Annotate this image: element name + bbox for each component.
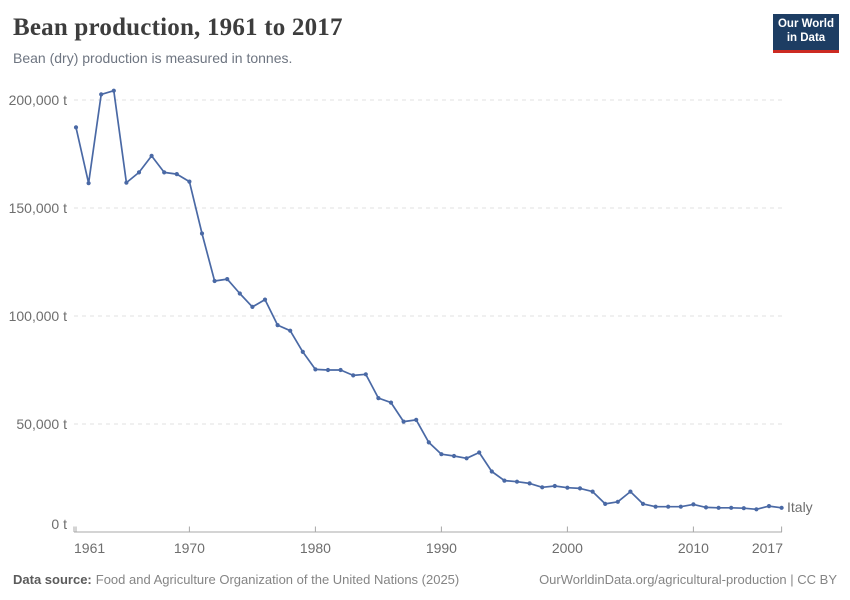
y-tick-label: 150,000 t xyxy=(9,200,67,216)
data-point xyxy=(300,349,305,354)
data-point xyxy=(388,400,394,405)
data-point xyxy=(703,505,709,510)
data-point xyxy=(225,277,230,282)
x-tick-label: 1961 xyxy=(74,540,105,556)
data-point xyxy=(691,502,696,507)
data-point xyxy=(741,506,746,511)
data-point xyxy=(779,505,784,510)
data-point xyxy=(288,328,293,333)
data-point xyxy=(653,504,658,509)
owid-logo[interactable]: Our World in Data xyxy=(773,14,839,53)
data-point xyxy=(678,504,683,509)
data-point xyxy=(401,419,406,424)
chart-subtitle: Bean (dry) production is measured in ton… xyxy=(13,50,293,66)
data-point xyxy=(426,440,431,445)
data-point xyxy=(766,504,772,509)
data-point xyxy=(325,367,331,373)
y-tick-label: 100,000 t xyxy=(9,308,67,324)
data-point xyxy=(262,297,268,302)
data-point xyxy=(451,453,457,459)
data-point xyxy=(502,478,507,483)
x-tick-label: 1980 xyxy=(300,540,331,556)
data-point xyxy=(187,179,192,184)
chart-footer: Data source: Food and Agriculture Organiz… xyxy=(13,572,837,587)
data-point xyxy=(577,486,583,491)
data-source-text: Food and Agriculture Organization of the… xyxy=(95,572,460,587)
data-point xyxy=(464,456,469,461)
data-source: Data source: Food and Agriculture Organiz… xyxy=(13,572,459,587)
data-point xyxy=(552,483,557,489)
page-title: Bean production, 1961 to 2017 xyxy=(13,14,343,41)
x-tick-label: 2000 xyxy=(552,540,583,556)
data-point xyxy=(489,469,494,474)
logo-line-1: Our World xyxy=(777,18,834,30)
y-tick-label: 0 t xyxy=(51,516,67,532)
data-point xyxy=(603,501,608,506)
data-point xyxy=(275,323,280,328)
data-point xyxy=(174,172,179,177)
data-point xyxy=(111,88,116,93)
citation-link[interactable]: OurWorldinData.org/agricultural-producti… xyxy=(539,572,837,587)
data-point xyxy=(666,504,671,509)
series-label-italy[interactable]: Italy xyxy=(787,499,813,515)
data-point xyxy=(136,170,142,175)
data-point xyxy=(212,278,217,284)
y-tick-label: 200,000 t xyxy=(9,92,67,108)
data-point xyxy=(86,181,91,186)
data-point xyxy=(351,373,356,378)
gridlines xyxy=(74,99,782,425)
data-point xyxy=(640,501,646,506)
data-point xyxy=(199,231,205,236)
data-point xyxy=(363,372,368,377)
data-point xyxy=(313,367,318,372)
data-point xyxy=(729,505,734,510)
data-point xyxy=(376,396,381,401)
y-tick-label: 50,000 t xyxy=(16,416,67,432)
data-point xyxy=(162,170,167,175)
data-point xyxy=(565,485,570,490)
x-tick-label: 1990 xyxy=(426,540,457,556)
data-point xyxy=(250,304,255,309)
data-point xyxy=(615,499,620,504)
series-line-italy xyxy=(75,89,783,511)
data-point xyxy=(99,92,104,97)
y-axis-labels: 0 t 50,000 t 100,000 t 150,000 t 200,000 t xyxy=(9,92,67,532)
x-tick-label: 1970 xyxy=(174,540,205,556)
data-point xyxy=(237,291,242,296)
data-point xyxy=(414,417,419,422)
data-point xyxy=(73,125,79,130)
data-point xyxy=(439,452,444,457)
x-axis: 1961 1970 1980 1990 2000 2010 2017 xyxy=(73,526,783,556)
data-point xyxy=(124,180,129,185)
data-point xyxy=(590,489,595,494)
data-point xyxy=(527,481,532,486)
data-point xyxy=(716,505,721,510)
data-point xyxy=(338,367,343,373)
data-point xyxy=(477,450,482,455)
x-tick-label: 2010 xyxy=(678,540,709,556)
series-markers xyxy=(73,88,784,512)
x-tick-label: 2017 xyxy=(752,540,783,556)
logo-line-2: in Data xyxy=(786,32,826,44)
data-point xyxy=(754,507,759,512)
data-source-label: Data source: xyxy=(13,572,92,587)
data-point xyxy=(149,153,154,158)
data-point xyxy=(540,485,545,490)
data-point xyxy=(628,489,633,494)
data-point xyxy=(514,479,520,484)
